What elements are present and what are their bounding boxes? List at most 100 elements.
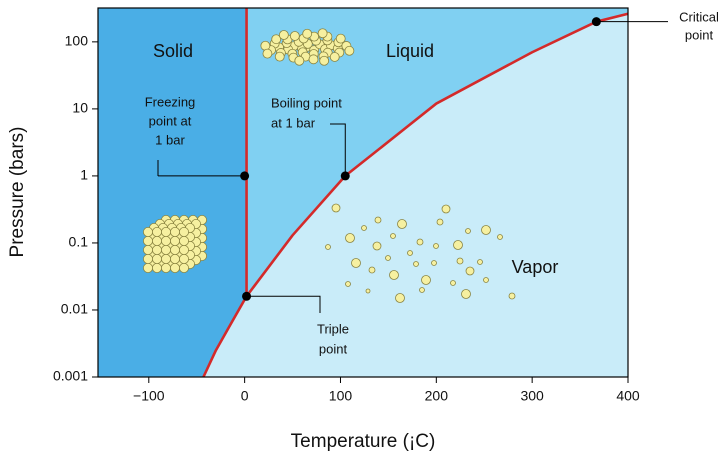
chart: Temperature (¡C) Pressure (bars) Solid Li…	[0, 0, 728, 456]
x-tick-label: 200	[425, 388, 449, 404]
region-label: Liquid	[386, 41, 434, 61]
vapor-molecule	[457, 258, 463, 264]
solid-molecule	[161, 263, 170, 272]
solid-molecule	[161, 236, 170, 245]
vapor-molecule	[326, 245, 331, 250]
solid-molecule	[143, 236, 152, 245]
vapor-molecule	[442, 205, 450, 213]
vapor-molecule	[417, 239, 423, 245]
x-tick-label: 300	[520, 388, 544, 404]
x-tick-label: 0	[241, 388, 249, 404]
point-marker	[341, 171, 350, 180]
x-axis-title: Temperature (¡C)	[291, 431, 436, 452]
region-label: Solid	[153, 41, 193, 61]
solid-molecule	[152, 254, 161, 263]
liquid-molecule	[309, 55, 318, 64]
vapor-molecule	[390, 271, 399, 280]
y-tick-label: 100	[65, 33, 89, 49]
vapor-molecule	[422, 276, 431, 285]
vapor-molecule	[362, 226, 367, 231]
vapor-molecule	[509, 293, 515, 299]
liquid-molecule	[320, 56, 329, 65]
solid-molecule	[179, 227, 188, 236]
solid-molecule	[170, 263, 179, 272]
vapor-molecule	[373, 242, 381, 250]
solid-molecule	[179, 263, 188, 272]
solid-molecule	[179, 236, 188, 245]
y-tick-label: 1	[80, 167, 88, 183]
point-label: point at	[149, 113, 192, 128]
vapor-molecule	[454, 241, 463, 250]
vapor-molecule	[375, 217, 381, 223]
x-tick-label: −100	[133, 388, 165, 404]
vapor-molecule	[366, 289, 370, 293]
vapor-molecule	[432, 261, 437, 266]
y-axis-title: Pressure (bars)	[7, 127, 28, 258]
point-label: Boiling point	[271, 95, 342, 110]
vapor-molecule	[346, 234, 355, 243]
vapor-molecule	[462, 290, 471, 299]
vapor-molecule	[434, 244, 439, 249]
y-tick-label: 0.01	[61, 301, 88, 317]
point-label: Freezing	[145, 94, 196, 109]
vapor-molecule	[398, 220, 407, 229]
point-label: point	[685, 27, 714, 42]
point-label: point	[319, 341, 348, 356]
vapor-molecule	[408, 251, 413, 256]
point-label: at 1 bar	[271, 115, 316, 130]
y-tick-label: 0.1	[69, 234, 89, 250]
solid-molecule	[170, 254, 179, 263]
point-marker	[592, 17, 601, 26]
liquid-molecule	[290, 31, 299, 40]
solid-molecule	[143, 227, 152, 236]
liquid-molecule	[303, 29, 312, 38]
solid-molecule	[161, 254, 170, 263]
vapor-molecule	[498, 235, 503, 240]
vapor-molecule	[332, 204, 340, 212]
liquid-molecule	[295, 56, 304, 65]
solid-molecule	[179, 245, 188, 254]
vapor-molecule	[482, 226, 491, 235]
solid-molecule	[143, 254, 152, 263]
solid-molecule	[152, 236, 161, 245]
liquid-molecule	[263, 49, 272, 58]
vapor-molecule	[484, 278, 489, 283]
solid-molecule	[170, 236, 179, 245]
region-label: Vapor	[512, 257, 559, 277]
vapor-molecule	[396, 294, 405, 303]
solid-molecule	[152, 263, 161, 272]
region-solid	[98, 8, 247, 377]
x-tick-label: 100	[329, 388, 353, 404]
liquid-molecule	[336, 34, 345, 43]
solid-molecule	[170, 245, 179, 254]
vapor-molecule	[466, 267, 474, 275]
point-label: 1 bar	[155, 132, 185, 147]
vapor-molecule	[346, 282, 351, 287]
liquid-molecule	[345, 46, 354, 55]
vapor-molecule	[391, 234, 396, 239]
point-marker	[240, 171, 249, 180]
liquid-molecule	[330, 52, 339, 61]
solid-molecule	[161, 245, 170, 254]
point-label: Critical	[679, 9, 719, 24]
vapor-molecule	[352, 259, 361, 268]
solid-molecule	[152, 227, 161, 236]
vapor-molecule	[420, 288, 425, 293]
solid-molecule	[179, 254, 188, 263]
vapor-molecule	[451, 281, 456, 286]
liquid-molecule	[279, 31, 288, 40]
solid-molecule	[143, 245, 152, 254]
solid-molecule	[152, 245, 161, 254]
point-label: Triple	[317, 321, 349, 336]
solid-molecule	[170, 227, 179, 236]
vapor-molecule	[466, 229, 471, 234]
vapor-molecule	[369, 267, 375, 273]
vapor-molecule	[386, 256, 391, 261]
vapor-molecule	[414, 262, 419, 267]
solid-molecule	[161, 227, 170, 236]
vapor-molecule	[478, 260, 483, 265]
liquid-molecule	[318, 29, 327, 38]
y-tick-label: 0.001	[53, 368, 88, 384]
y-tick-label: 10	[72, 100, 88, 116]
vapor-molecule	[437, 219, 443, 225]
